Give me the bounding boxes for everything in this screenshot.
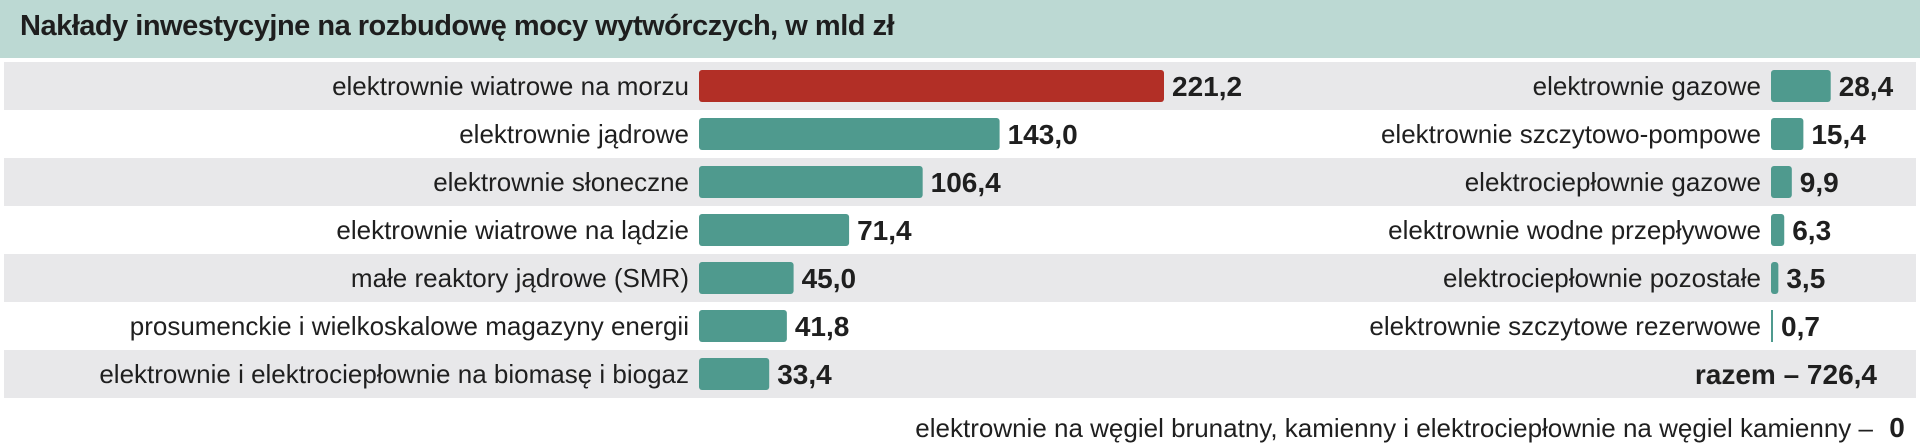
value-label: 28,4: [1839, 71, 1894, 102]
category-label: elektrownie szczytowo-pompowe: [1381, 119, 1761, 149]
row-stripe: [4, 158, 1916, 206]
value-label: 0,7: [1781, 311, 1820, 342]
bar: [1771, 118, 1804, 150]
value-label: 221,2: [1172, 71, 1242, 102]
bar: [1771, 166, 1792, 198]
row-stripe: [4, 350, 1916, 398]
bar: [699, 310, 787, 342]
row-stripe: [4, 254, 1916, 302]
category-label: elektrownie słoneczne: [433, 167, 689, 197]
bar: [1771, 214, 1785, 246]
value-label: 3,5: [1786, 263, 1825, 294]
category-label: elektrownie wodne przepływowe: [1388, 215, 1761, 245]
category-label: elektrociepłownie gazowe: [1465, 167, 1761, 197]
total-label: razem – 726,4: [1695, 359, 1878, 390]
value-label: 9,9: [1800, 167, 1839, 198]
value-label: 71,4: [857, 215, 912, 246]
value-label: 106,4: [931, 167, 1001, 198]
bar: [699, 166, 923, 198]
category-label: elektrownie gazowe: [1533, 71, 1761, 101]
bar: [1771, 310, 1773, 342]
bar: [1771, 70, 1831, 102]
value-label: 15,4: [1811, 119, 1866, 150]
category-label: elektrownie szczytowe rezerwowe: [1369, 311, 1761, 341]
category-label: elektrownie i elektrociepłownie na bioma…: [99, 359, 689, 389]
category-label: małe reaktory jądrowe (SMR): [351, 263, 689, 293]
category-label: prosumenckie i wielkoskalowe magazyny en…: [130, 311, 689, 341]
footnote-text: elektrownie na węgiel brunatny, kamienny…: [915, 413, 1873, 443]
value-label: 6,3: [1792, 215, 1831, 246]
bar: [699, 262, 794, 294]
title-bar: [0, 0, 1920, 58]
value-label: 41,8: [795, 311, 850, 342]
bar: [699, 118, 1000, 150]
bar: [1771, 262, 1779, 294]
value-label: 45,0: [802, 263, 857, 294]
bar: [699, 70, 1164, 102]
category-label: elektrociepłownie pozostałe: [1443, 263, 1761, 293]
chart-title: Nakłady inwestycyjne na rozbudowę mocy w…: [20, 10, 895, 42]
bar: [699, 214, 850, 246]
category-label: elektrownie wiatrowe na lądzie: [336, 215, 689, 245]
category-label: elektrownie wiatrowe na morzu: [332, 71, 689, 101]
category-label: elektrownie jądrowe: [459, 119, 689, 149]
value-label: 33,4: [777, 359, 832, 390]
footnote-value: 0: [1889, 412, 1905, 443]
value-label: 143,0: [1008, 119, 1078, 150]
bar: [699, 358, 770, 390]
